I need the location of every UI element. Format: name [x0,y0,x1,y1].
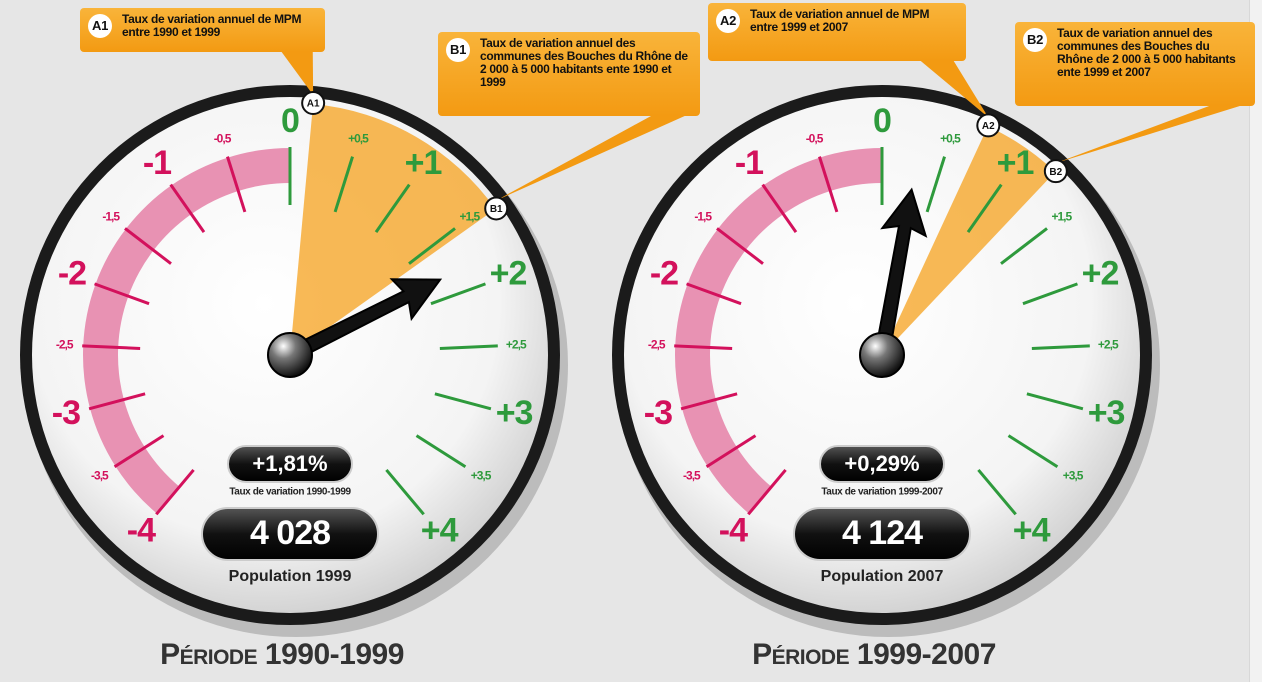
tick-label: +2,5 [506,337,527,351]
tick-label: +2 [490,255,527,293]
tick-label: +1 [997,144,1034,182]
gauge-title: Période 1999-2007 [752,638,996,671]
callout-pointer [496,115,687,200]
callout: A1 Taux de variation annuel de MPM entre … [80,8,325,52]
population-value: 4 028 [250,514,330,552]
callout-text: Taux de variation annuel des communes de… [480,37,692,89]
marker-id: B1 [490,204,503,215]
rate-value: +1,81% [252,451,327,476]
population-caption: Population 1999 [229,568,352,585]
tick-label: -1 [143,144,171,182]
tick-label: -1 [735,144,763,182]
tick-label: -3,5 [683,469,701,483]
rate-caption: Taux de variation 1990-1999 [229,487,351,498]
tick-label: -3,5 [91,469,109,483]
population-value: 4 124 [842,514,923,552]
tick-label: 0 [281,102,299,140]
marker-id: B2 [1049,167,1062,178]
callout-badge: A2 [716,9,740,33]
tick-label: -4 [127,512,156,550]
tick-label: -0,5 [806,132,824,146]
marker-id: A2 [982,121,995,132]
tick-label: -1,5 [102,210,120,224]
tick-label: +2 [1082,255,1119,293]
tick-label: -3 [644,394,672,432]
tick-label: 0 [873,102,891,140]
tick-label: +1,5 [1051,210,1072,224]
tick-label: +4 [1013,512,1051,550]
callout-pointer [1056,105,1243,163]
population-caption: Population 2007 [821,568,944,585]
marker-id: A1 [307,99,320,110]
rate-value: +0,29% [844,451,919,476]
tick-label: +4 [421,512,459,550]
gauge-title: Période 1990-1999 [160,638,404,671]
needle-hub [268,333,312,377]
tick-label: +0,5 [348,132,369,146]
tick-label: +3,5 [1063,469,1084,483]
callout-badge: B2 [1023,28,1047,52]
tick-label: -2,5 [648,337,666,351]
tick-label: -0,5 [214,132,232,146]
callout-text: Taux de variation annuel des communes de… [1057,27,1247,79]
tick-label: -2,5 [56,337,74,351]
tick-label: +1,5 [459,210,480,224]
callout-badge: A1 [88,14,112,38]
tick-label: -3 [52,394,80,432]
tick-label: -1,5 [694,210,712,224]
page: {"chart_data": [ {"type": "gauge", "titl… [0,0,1262,682]
tick-label: -2 [58,255,86,293]
callout-text: Taux de variation annuel de MPM entre 19… [122,13,317,39]
tick-label: +0,5 [940,132,961,146]
tick-label: +3 [1088,394,1125,432]
rate-caption: Taux de variation 1999-2007 [821,487,943,498]
tick-label: +1 [405,144,442,182]
tick-label: +3,5 [471,469,492,483]
callout-badge: B1 [446,38,470,62]
tick-label: +3 [496,394,533,432]
callout-text: Taux de variation annuel de MPM entre 19… [750,8,958,34]
needle-hub [860,333,904,377]
callout: B1 Taux de variation annuel des communes … [438,32,700,116]
callout: A2 Taux de variation annuel de MPM entre … [708,3,966,61]
tick-label: -2 [650,255,678,293]
tick-label: +2,5 [1098,337,1119,351]
tick-label: -4 [719,512,748,550]
callout: B2 Taux de variation annuel des communes … [1015,22,1255,106]
